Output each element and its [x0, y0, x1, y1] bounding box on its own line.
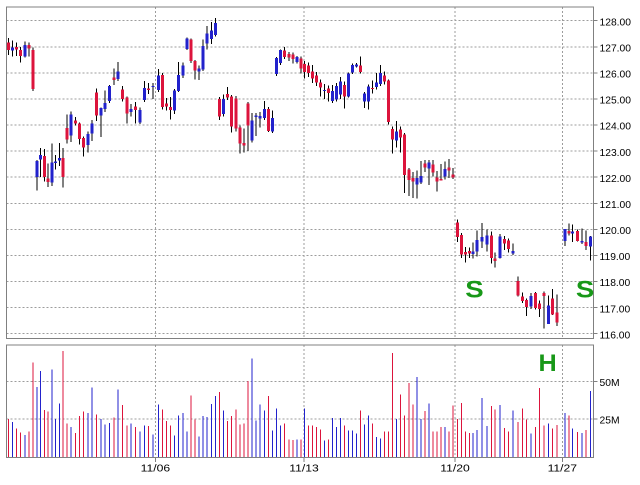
svg-text:S: S [465, 277, 483, 303]
svg-text:11/13: 11/13 [289, 463, 318, 474]
svg-text:124.00: 124.00 [600, 122, 632, 133]
svg-text:127.00: 127.00 [600, 43, 632, 54]
svg-text:25M: 25M [600, 416, 620, 427]
svg-text:117.00: 117.00 [600, 304, 631, 315]
svg-text:S: S [576, 277, 594, 303]
svg-text:H: H [539, 351, 557, 377]
svg-text:11/20: 11/20 [440, 463, 469, 474]
svg-text:125.00: 125.00 [600, 96, 632, 107]
svg-text:118.00: 118.00 [600, 278, 631, 289]
svg-text:128.00: 128.00 [600, 17, 632, 28]
svg-text:116.00: 116.00 [600, 330, 631, 341]
svg-text:122.00: 122.00 [600, 174, 632, 185]
svg-text:11/06: 11/06 [141, 463, 170, 474]
svg-text:120.00: 120.00 [600, 226, 632, 237]
svg-text:50M: 50M [600, 378, 620, 389]
svg-text:11/27: 11/27 [548, 463, 577, 474]
svg-text:119.00: 119.00 [600, 252, 631, 263]
svg-text:126.00: 126.00 [600, 70, 632, 81]
svg-text:123.00: 123.00 [600, 148, 632, 159]
svg-text:121.00: 121.00 [600, 200, 632, 211]
